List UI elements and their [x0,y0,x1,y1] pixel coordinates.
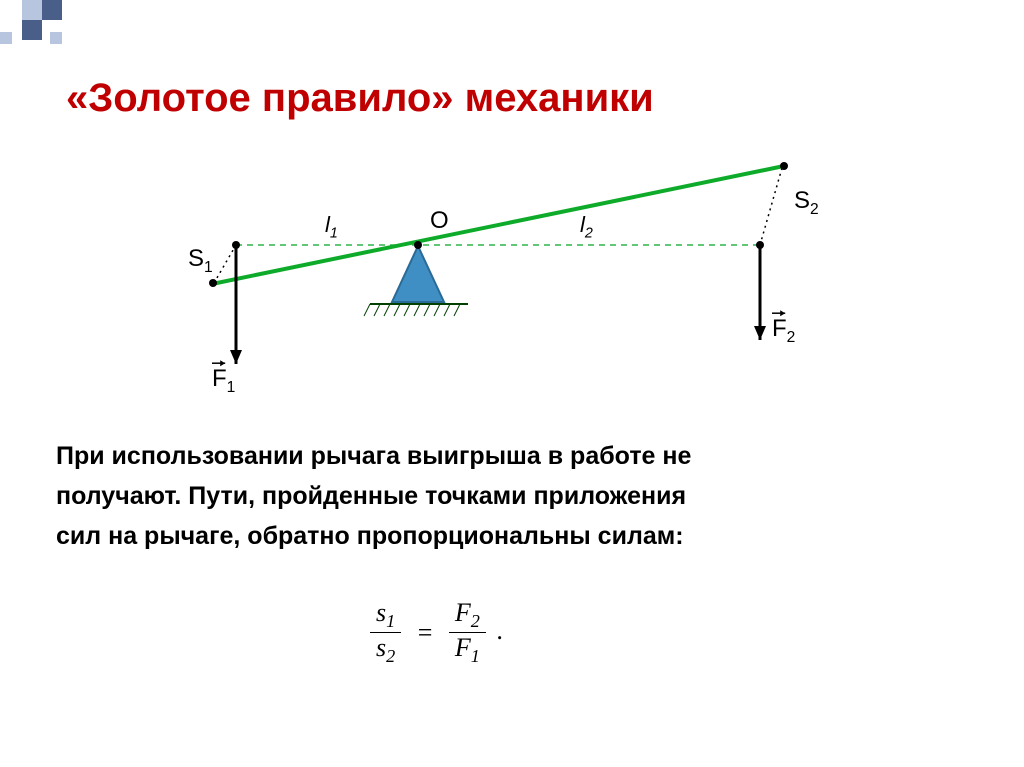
equals-sign: = [408,618,443,648]
corner-decoration [0,0,80,60]
lever-svg: l1 Ol2 S1 S2 F1 F2 [180,140,820,400]
svg-text:l2: l2 [580,212,593,242]
rhs-fraction: F2 F1 [449,598,486,667]
lhs-fraction: s1 s2 [370,598,401,667]
svg-text:S2: S2 [794,187,819,218]
svg-text:F1: F1 [212,365,235,396]
svg-text:F2: F2 [772,315,795,346]
rhs-num: F2 [449,598,486,633]
svg-text:l1: l1 [325,212,338,242]
body-paragraph: При использовании рычага выигрыша в рабо… [56,436,691,556]
formula-period: . [492,616,503,645]
page-title: «Золотое правило» механики [66,76,654,121]
lhs-num: s1 [370,598,401,633]
formula: s1 s2 = F2 F1 . [370,598,503,667]
rhs-den: F1 [449,633,486,667]
svg-text:O: O [430,207,449,234]
lhs-den: s2 [370,633,401,667]
svg-text:S1: S1 [188,245,213,276]
lever-diagram: l1 Ol2 S1 S2 F1 F2 [180,140,820,400]
